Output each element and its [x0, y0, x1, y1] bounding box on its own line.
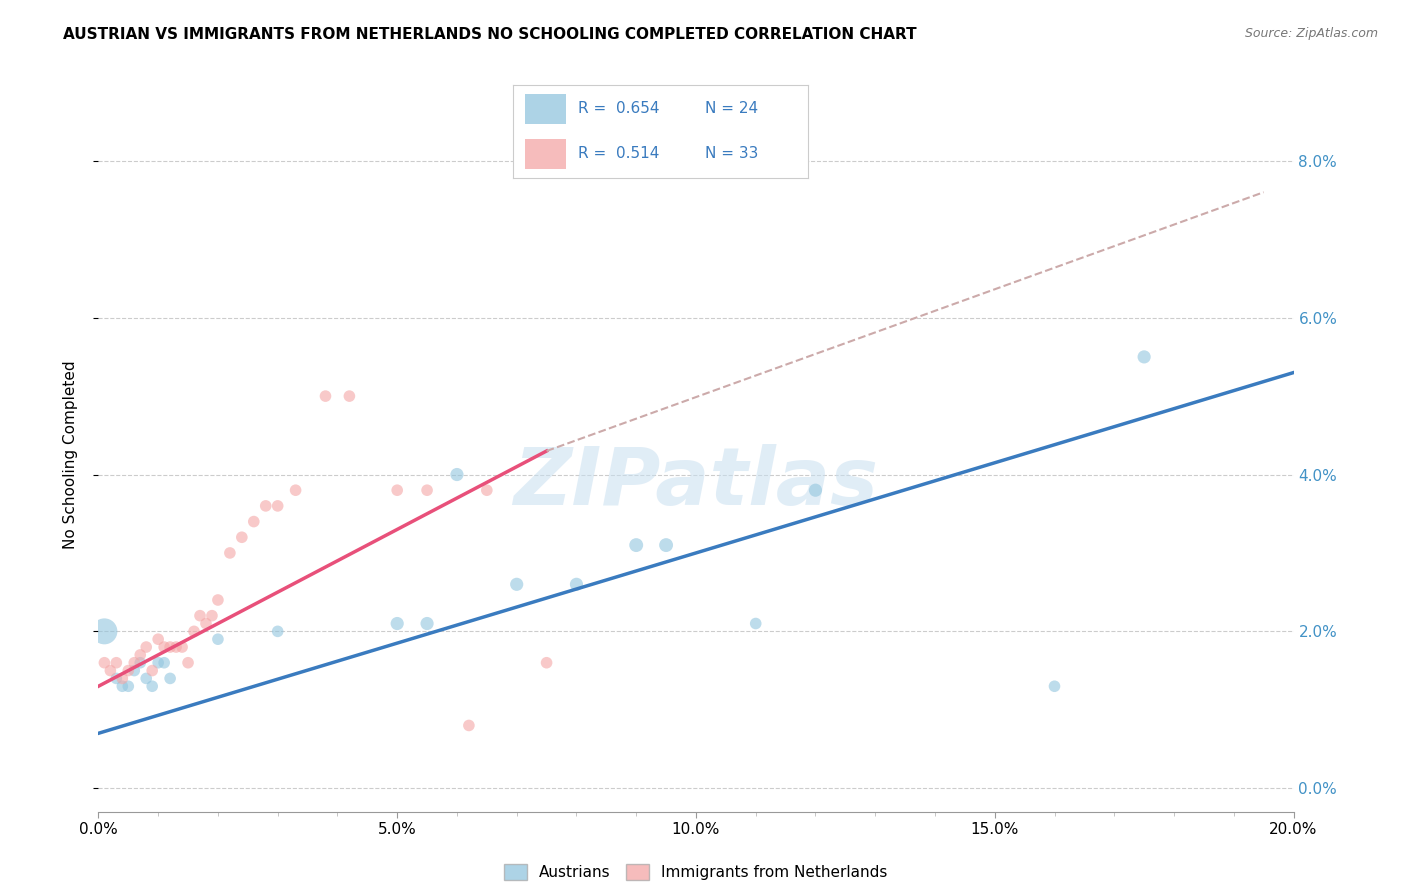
Point: [267, 499, 290, 513]
Point: [416, 483, 439, 498]
FancyBboxPatch shape: [524, 95, 567, 124]
Point: [201, 608, 224, 623]
Point: [195, 616, 218, 631]
Point: [536, 656, 558, 670]
Text: N = 24: N = 24: [704, 101, 758, 116]
Y-axis label: No Schooling Completed: No Schooling Completed: [63, 360, 77, 549]
Point: [446, 467, 468, 482]
Point: [416, 616, 439, 631]
Point: [93, 624, 115, 639]
FancyBboxPatch shape: [524, 139, 567, 169]
Point: [565, 577, 588, 591]
Point: [172, 640, 194, 654]
Point: [626, 538, 648, 552]
Point: [267, 624, 290, 639]
Point: [804, 483, 827, 498]
Point: [135, 672, 157, 686]
Point: [254, 499, 277, 513]
Point: [117, 664, 139, 678]
Point: [243, 515, 266, 529]
Point: [153, 640, 176, 654]
Point: [124, 656, 146, 670]
Point: [1133, 350, 1156, 364]
Point: [93, 656, 115, 670]
Point: [1043, 679, 1066, 693]
Point: [385, 483, 409, 498]
Text: Source: ZipAtlas.com: Source: ZipAtlas.com: [1244, 27, 1378, 40]
Point: [183, 624, 205, 639]
Point: [284, 483, 307, 498]
Text: R =  0.654: R = 0.654: [578, 101, 659, 116]
Point: [148, 632, 170, 647]
Point: [315, 389, 337, 403]
Legend: Austrians, Immigrants from Netherlands: Austrians, Immigrants from Netherlands: [498, 858, 894, 886]
Point: [165, 640, 187, 654]
Point: [475, 483, 498, 498]
Point: [100, 664, 122, 678]
Text: N = 33: N = 33: [704, 146, 758, 161]
Point: [129, 656, 152, 670]
Point: [207, 632, 229, 647]
Point: [135, 640, 157, 654]
Point: [141, 664, 163, 678]
Point: [141, 679, 163, 693]
Text: R =  0.514: R = 0.514: [578, 146, 659, 161]
Point: [117, 679, 139, 693]
Point: [655, 538, 678, 552]
Point: [153, 656, 176, 670]
Point: [219, 546, 242, 560]
Point: [339, 389, 360, 403]
Point: [159, 672, 181, 686]
Point: [177, 656, 200, 670]
Point: [506, 577, 529, 591]
Point: [129, 648, 152, 662]
Point: [148, 656, 170, 670]
Point: [385, 616, 409, 631]
Point: [105, 656, 128, 670]
Point: [745, 616, 768, 631]
Point: [231, 530, 253, 544]
Point: [188, 608, 211, 623]
Text: ZIPatlas: ZIPatlas: [513, 444, 879, 523]
Point: [111, 672, 134, 686]
Text: AUSTRIAN VS IMMIGRANTS FROM NETHERLANDS NO SCHOOLING COMPLETED CORRELATION CHART: AUSTRIAN VS IMMIGRANTS FROM NETHERLANDS …: [63, 27, 917, 42]
Point: [111, 679, 134, 693]
Point: [124, 664, 146, 678]
Point: [458, 718, 481, 732]
Point: [207, 593, 229, 607]
Point: [105, 672, 128, 686]
Point: [159, 640, 181, 654]
